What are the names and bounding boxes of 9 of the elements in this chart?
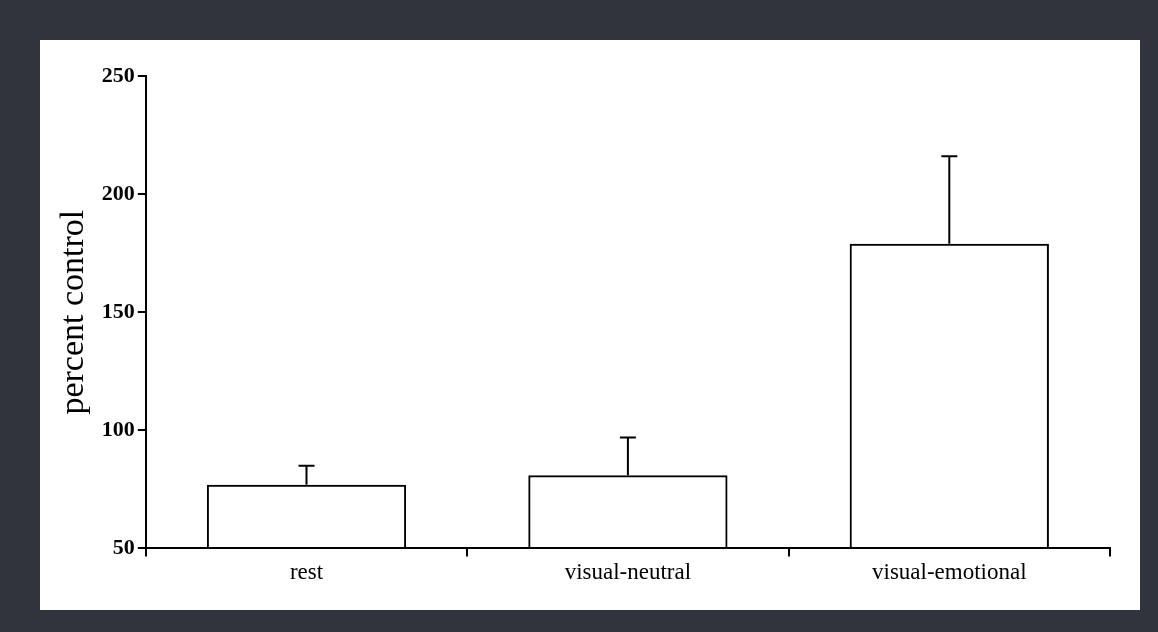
y-tick-label: 150 [101,297,135,323]
x-tick-label: rest [289,559,324,585]
x-tick-label: visual-emotional [872,559,1027,585]
y-tick-label: 200 [101,179,135,205]
y-tick-label: 100 [101,415,135,441]
y-tick-label: 250 [101,61,135,87]
x-tick-label: visual-neutral [564,559,692,585]
y-axis-title: percent control [53,209,91,415]
y-tick-label: 50 [112,534,135,560]
